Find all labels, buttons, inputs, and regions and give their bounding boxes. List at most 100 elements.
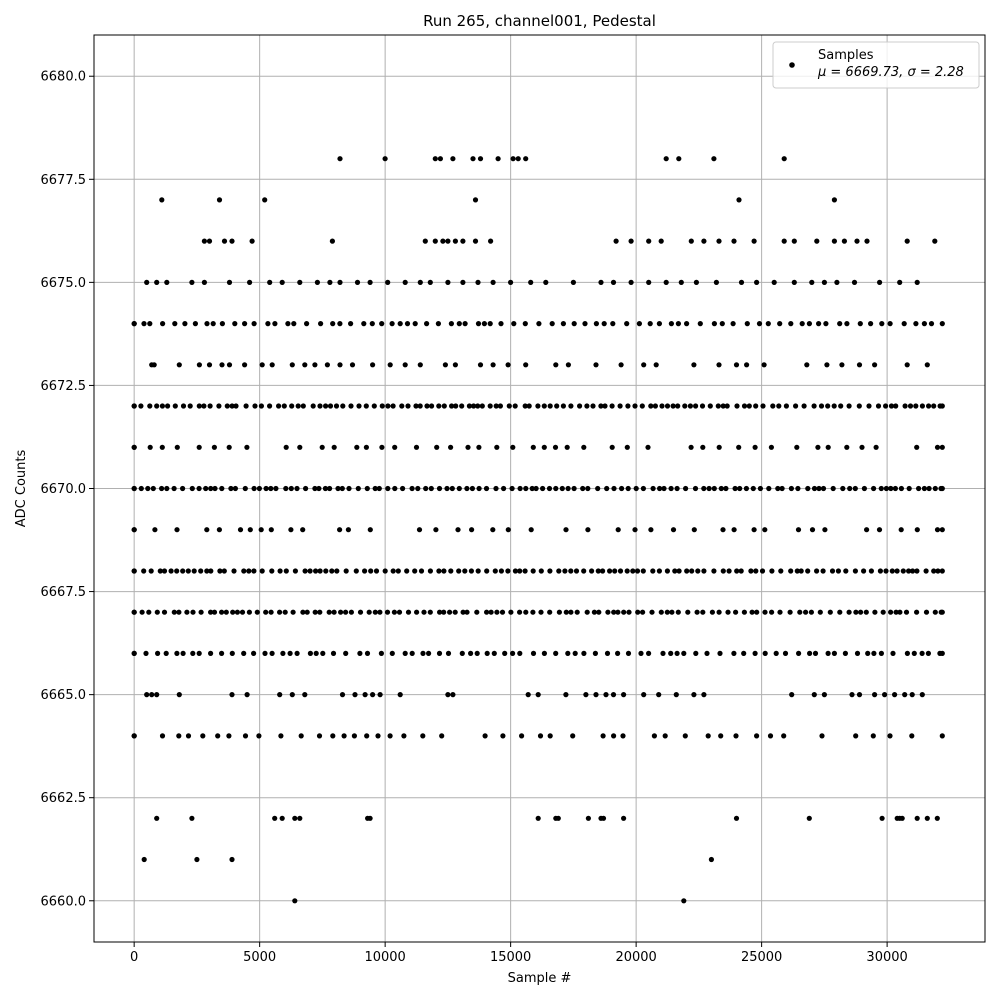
- data-point: [646, 279, 652, 285]
- data-point: [432, 238, 438, 244]
- data-point: [146, 609, 152, 615]
- data-point: [523, 485, 529, 492]
- y-tick-label: 6670.0: [41, 482, 87, 497]
- data-point: [716, 609, 722, 615]
- data-point: [919, 650, 925, 657]
- data-point: [746, 403, 752, 409]
- data-point: [693, 650, 699, 657]
- data-point: [204, 527, 210, 533]
- data-point: [493, 403, 499, 409]
- data-point: [840, 485, 846, 492]
- data-point: [897, 279, 903, 285]
- data-point: [180, 403, 187, 409]
- data-point: [331, 444, 337, 450]
- data-point: [159, 403, 165, 409]
- data-point: [738, 568, 744, 574]
- data-point: [201, 403, 207, 409]
- data-point: [788, 321, 794, 327]
- data-point: [794, 568, 800, 574]
- data-point: [185, 733, 192, 739]
- data-point: [157, 568, 163, 574]
- data-point: [231, 568, 237, 574]
- data-point: [176, 609, 182, 615]
- data-point: [283, 568, 289, 574]
- data-point: [174, 527, 180, 533]
- data-point: [553, 485, 559, 492]
- data-point: [760, 403, 766, 409]
- data-point: [821, 279, 828, 285]
- data-point: [160, 321, 166, 327]
- data-point: [252, 403, 258, 409]
- data-point: [664, 403, 671, 409]
- data-point: [368, 568, 374, 574]
- data-point: [692, 485, 699, 492]
- data-point: [337, 279, 343, 285]
- data-point: [682, 403, 688, 409]
- data-point: [335, 485, 341, 492]
- data-point: [242, 733, 249, 739]
- data-point: [326, 609, 332, 615]
- data-point: [475, 568, 481, 574]
- data-point: [460, 279, 466, 285]
- data-point: [304, 609, 310, 615]
- data-point: [417, 279, 423, 285]
- data-point: [402, 362, 408, 368]
- data-point: [717, 650, 723, 657]
- data-point: [143, 650, 149, 657]
- data-point: [791, 279, 797, 285]
- data-point: [294, 650, 300, 657]
- data-point: [563, 692, 569, 698]
- data-point: [242, 362, 248, 368]
- data-point: [849, 692, 855, 698]
- data-point: [192, 321, 198, 327]
- data-point: [815, 444, 821, 450]
- data-point: [876, 527, 883, 533]
- data-point: [251, 485, 257, 492]
- data-point: [464, 609, 470, 615]
- data-point: [617, 568, 624, 574]
- data-point: [612, 568, 618, 574]
- data-point: [456, 485, 462, 492]
- data-point: [618, 362, 624, 368]
- data-point: [589, 568, 595, 574]
- data-point: [864, 238, 870, 244]
- data-point: [547, 403, 553, 409]
- data-point: [593, 321, 600, 327]
- data-point: [276, 403, 282, 409]
- data-point: [436, 403, 442, 409]
- data-point: [700, 609, 706, 615]
- data-point: [716, 444, 722, 450]
- data-point: [856, 692, 863, 698]
- data-point: [323, 568, 329, 574]
- data-point: [875, 403, 882, 409]
- data-point: [382, 156, 388, 162]
- data-point: [469, 527, 475, 533]
- data-point: [396, 609, 403, 615]
- data-point: [646, 238, 652, 244]
- data-point: [658, 609, 664, 615]
- data-point: [280, 650, 286, 657]
- data-point: [711, 321, 718, 327]
- data-point: [362, 568, 368, 574]
- data-point: [635, 609, 641, 615]
- data-point: [331, 609, 337, 615]
- data-point: [743, 485, 750, 492]
- data-point: [292, 815, 298, 821]
- data-point: [658, 238, 664, 244]
- data-point: [482, 733, 488, 739]
- data-point: [329, 568, 335, 574]
- data-point: [641, 362, 647, 368]
- data-point: [765, 321, 771, 327]
- data-point: [323, 403, 329, 409]
- data-point: [585, 527, 591, 533]
- data-point: [648, 527, 654, 533]
- data-point: [793, 403, 799, 409]
- data-point: [242, 485, 248, 492]
- data-point: [339, 692, 346, 698]
- data-point: [314, 279, 320, 285]
- data-point: [796, 650, 802, 657]
- data-point: [733, 609, 739, 615]
- data-point: [165, 403, 171, 409]
- data-point: [641, 692, 647, 698]
- data-point: [310, 403, 316, 409]
